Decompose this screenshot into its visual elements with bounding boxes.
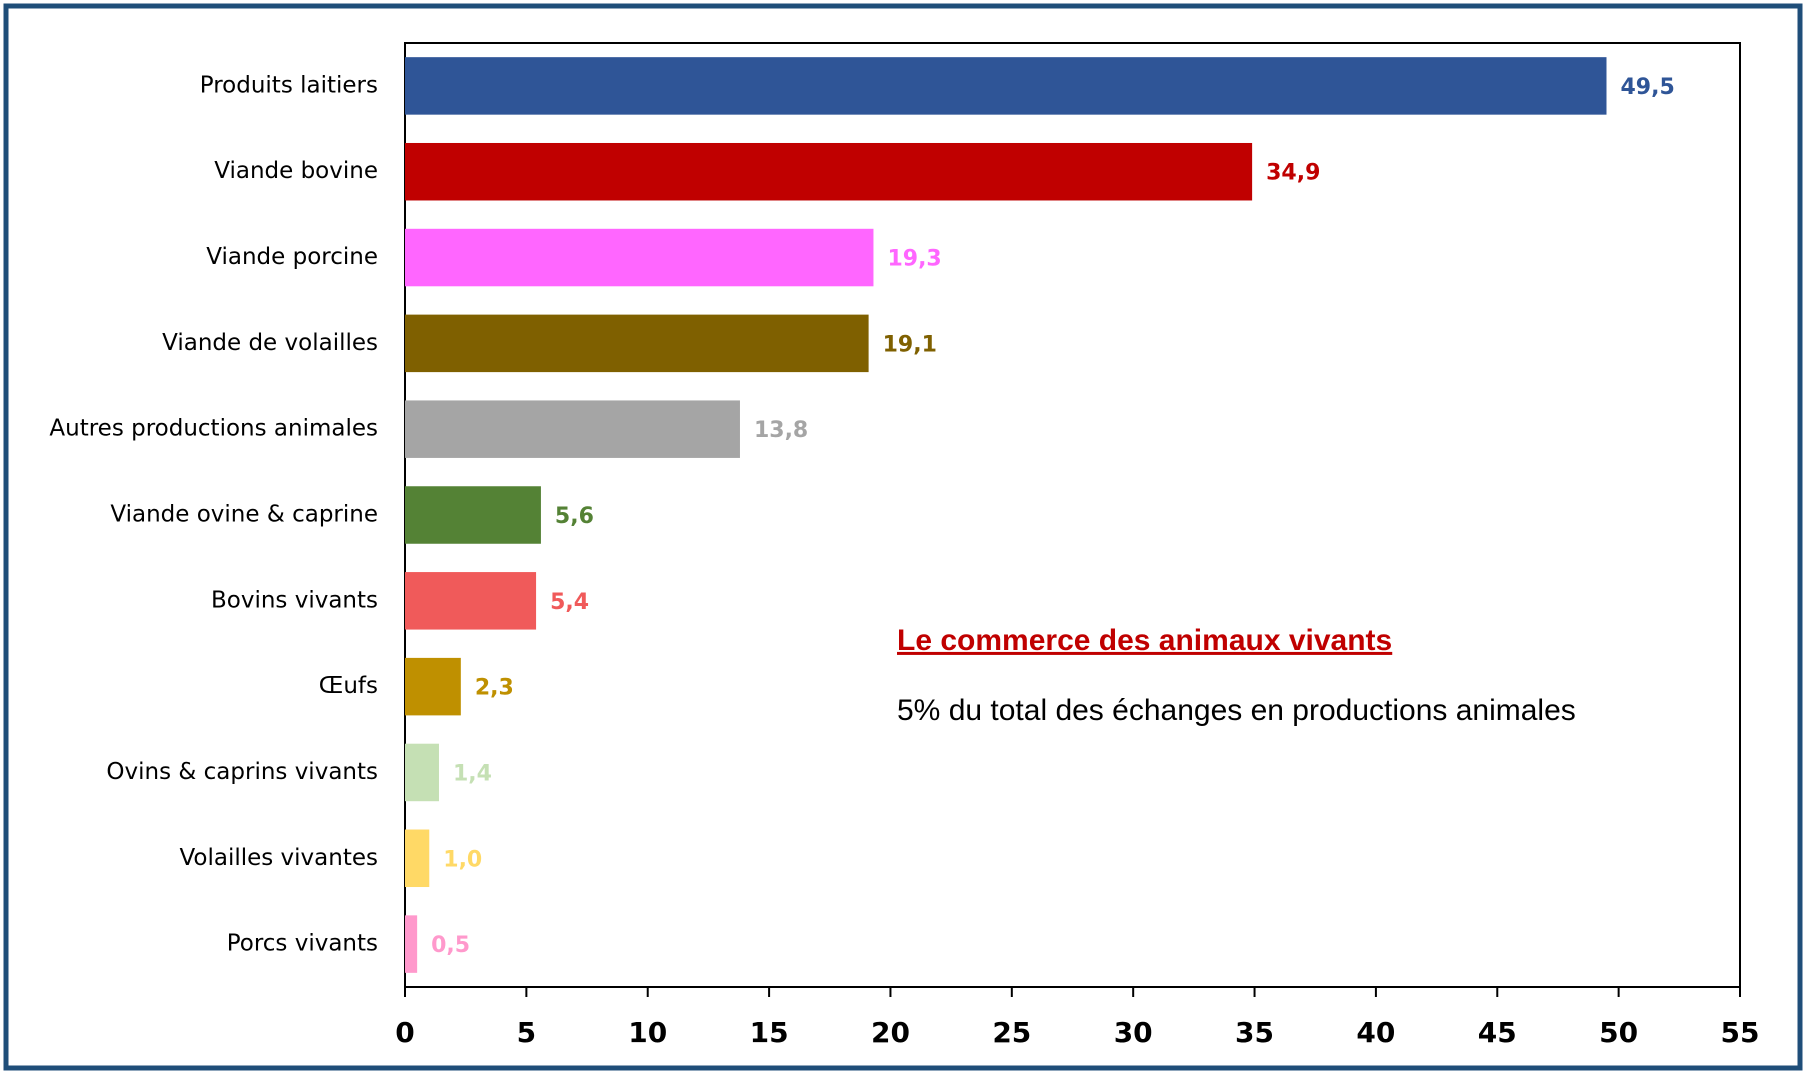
x-tick-label: 25 (992, 1016, 1031, 1049)
y-tick-label: Bovins vivants (211, 587, 378, 613)
value-label: 34,9 (1266, 161, 1320, 186)
value-label: 1,4 (453, 761, 492, 786)
y-tick-label: Viande porcine (206, 244, 378, 270)
bar (405, 400, 740, 458)
frame (3, 3, 1803, 1071)
x-tick-label: 15 (750, 1016, 789, 1049)
bar (405, 829, 430, 888)
x-tick-label: 55 (1721, 1016, 1760, 1049)
x-tick-label: 5 (517, 1016, 536, 1049)
y-tick-label: Ovins & caprins vivants (106, 759, 378, 785)
bar (405, 142, 1253, 201)
bar (405, 57, 1607, 115)
y-tick-label: Œufs (319, 673, 378, 699)
y-tick-label: Porcs vivants (227, 931, 378, 957)
x-tick-label: 30 (1114, 1016, 1153, 1049)
value-label: 0,5 (431, 933, 470, 958)
value-label: 19,1 (883, 332, 937, 357)
value-label: 13,8 (754, 418, 808, 443)
annotation-title: Le commerce des animaux vivants (897, 624, 1392, 657)
x-tick-label: 45 (1478, 1016, 1517, 1049)
bar (405, 314, 869, 373)
x-tick-label: 50 (1599, 1016, 1638, 1049)
bar (405, 915, 418, 973)
x-tick-label: 0 (395, 1016, 414, 1049)
y-tick-label: Viande bovine (214, 158, 378, 184)
value-label: 19,3 (887, 247, 941, 272)
bar (405, 486, 541, 544)
x-tick-label: 40 (1356, 1016, 1395, 1049)
y-tick-label: Viande de volailles (162, 330, 378, 356)
y-tick-label: Viande ovine & caprine (110, 502, 378, 528)
y-tick-label: Produits laitiers (200, 72, 378, 98)
y-tick-label: Autres productions animales (49, 416, 378, 442)
bar (405, 228, 874, 287)
bar (405, 743, 439, 802)
bar (405, 657, 461, 716)
value-label: 5,6 (555, 504, 594, 529)
x-tick-label: 20 (871, 1016, 910, 1049)
value-label: 1,0 (443, 847, 482, 872)
x-tick-label: 10 (628, 1016, 667, 1049)
value-label: 49,5 (1621, 75, 1675, 100)
bar (405, 572, 537, 630)
value-label: 5,4 (550, 590, 589, 615)
annotation-text: 5% du total des échanges en productions … (897, 694, 1576, 727)
x-tick-label: 35 (1235, 1016, 1274, 1049)
value-label: 2,3 (475, 676, 514, 701)
y-tick-label: Volailles vivantes (179, 845, 378, 871)
